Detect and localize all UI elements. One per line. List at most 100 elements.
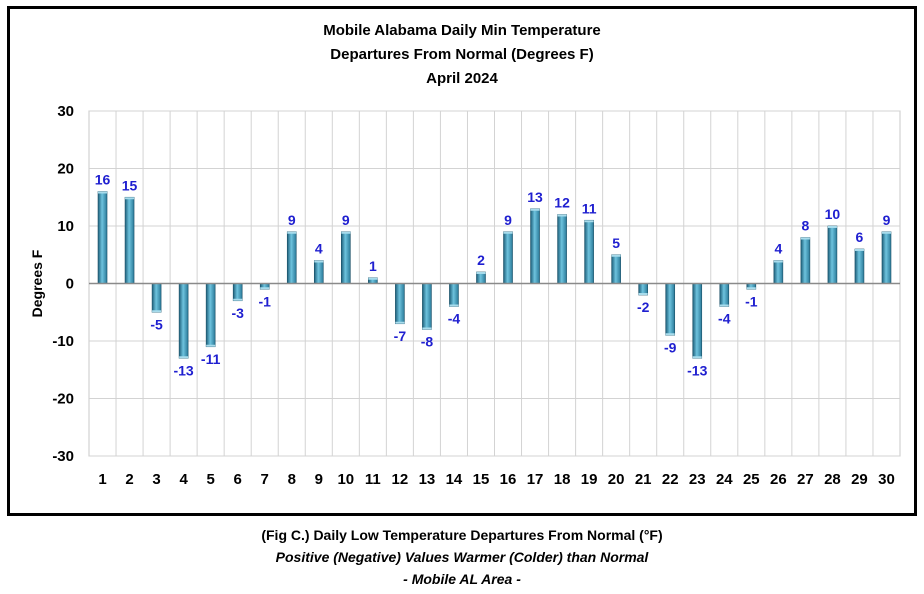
bar (584, 219, 594, 284)
x-tick-label: 9 (315, 471, 323, 488)
x-tick-label: 25 (743, 471, 760, 488)
data-label: -3 (231, 305, 244, 321)
data-label: 9 (288, 212, 296, 228)
data-label: 8 (801, 218, 809, 234)
x-tick-label: 2 (125, 471, 133, 488)
data-label: -8 (421, 334, 434, 350)
data-label: -2 (637, 299, 650, 315)
caption-line-3: - Mobile AL Area - (403, 571, 521, 587)
bar (286, 231, 297, 284)
chart-title-line-3: April 2024 (426, 70, 498, 87)
x-tick-label: 24 (716, 471, 733, 488)
bar-cap (341, 231, 351, 234)
data-label: 4 (774, 241, 782, 257)
bar (205, 283, 216, 348)
data-label: -5 (150, 316, 163, 332)
bar (124, 196, 135, 284)
data-label: 15 (122, 177, 138, 193)
caption-line-1: (Fig C.) Daily Low Temperature Departure… (261, 527, 663, 543)
x-tick-label: 17 (527, 471, 544, 488)
bar-cap (395, 321, 405, 324)
bar (692, 283, 703, 359)
bar-cap (827, 226, 837, 228)
bar (611, 254, 621, 284)
bar (827, 225, 838, 284)
data-label: 1 (369, 258, 377, 274)
bar-cap (638, 293, 648, 295)
bar-cap (206, 344, 216, 347)
x-tick-label: 19 (581, 471, 598, 488)
bar (503, 231, 513, 284)
y-tick-label: 10 (57, 218, 74, 235)
data-label: 6 (856, 229, 864, 245)
x-tick-label: 7 (261, 471, 269, 488)
data-label: -13 (173, 362, 193, 378)
bar-cap (773, 260, 783, 263)
x-tick-label: 30 (878, 471, 895, 488)
bar (530, 208, 540, 284)
y-axis-label: Degrees F (29, 249, 45, 317)
bar-cap (584, 220, 594, 223)
bar (773, 260, 784, 284)
data-label: 13 (527, 189, 543, 205)
data-label: -4 (718, 311, 731, 327)
y-tick-label: 30 (57, 103, 74, 120)
data-label: 9 (504, 212, 512, 228)
data-label: 5 (612, 235, 620, 251)
data-label: 9 (342, 212, 350, 228)
y-tick-label: -30 (52, 448, 74, 465)
data-label: -9 (664, 339, 677, 355)
x-tick-label: 3 (152, 471, 160, 488)
bar-cap (557, 214, 567, 217)
x-tick-label: 14 (446, 471, 463, 488)
bar-cap (719, 304, 729, 307)
data-label: -13 (687, 362, 707, 378)
data-label: -4 (448, 311, 461, 327)
x-tick-label: 5 (206, 471, 214, 488)
bar (422, 283, 432, 330)
bar-cap (881, 231, 891, 234)
data-label: -7 (394, 328, 407, 344)
bar-cap (260, 287, 270, 290)
data-label: 12 (554, 195, 570, 211)
bar-cap (368, 277, 378, 280)
data-label: 10 (825, 206, 841, 222)
x-tick-label: 6 (234, 471, 242, 488)
bar-cap (692, 356, 702, 359)
x-tick-label: 15 (473, 471, 490, 488)
bar (395, 283, 405, 325)
bar (151, 283, 162, 313)
bar (449, 283, 459, 307)
x-tick-label: 22 (662, 471, 679, 488)
bar-cap (125, 197, 135, 200)
bar (178, 283, 189, 359)
x-tick-label: 27 (797, 471, 814, 488)
bar-cap (287, 231, 297, 234)
chart-title-line-1: Mobile Alabama Daily Min Temperature (323, 22, 601, 39)
x-tick-label: 29 (851, 471, 868, 488)
x-tick-label: 21 (635, 471, 652, 488)
x-tick-label: 4 (179, 471, 188, 488)
bar-cap (179, 356, 189, 359)
bar-cap (665, 333, 675, 336)
x-tick-label: 23 (689, 471, 706, 488)
bar-cap (503, 231, 513, 234)
x-tick-label: 10 (337, 471, 354, 488)
data-label: -1 (258, 293, 271, 309)
bar (665, 283, 676, 336)
bar-cap (746, 287, 756, 290)
bar-cap (449, 304, 459, 307)
bar-cap (854, 249, 864, 251)
x-tick-label: 18 (554, 471, 571, 488)
bar (232, 283, 243, 302)
bar-cap (611, 254, 621, 257)
bar (881, 231, 892, 284)
bar (97, 191, 108, 284)
y-tick-label: 0 (66, 276, 74, 293)
bar-cap (233, 298, 243, 301)
bar (719, 283, 730, 307)
x-tick-label: 1 (98, 471, 106, 488)
y-tick-label: 20 (57, 161, 74, 178)
bar (800, 237, 811, 284)
